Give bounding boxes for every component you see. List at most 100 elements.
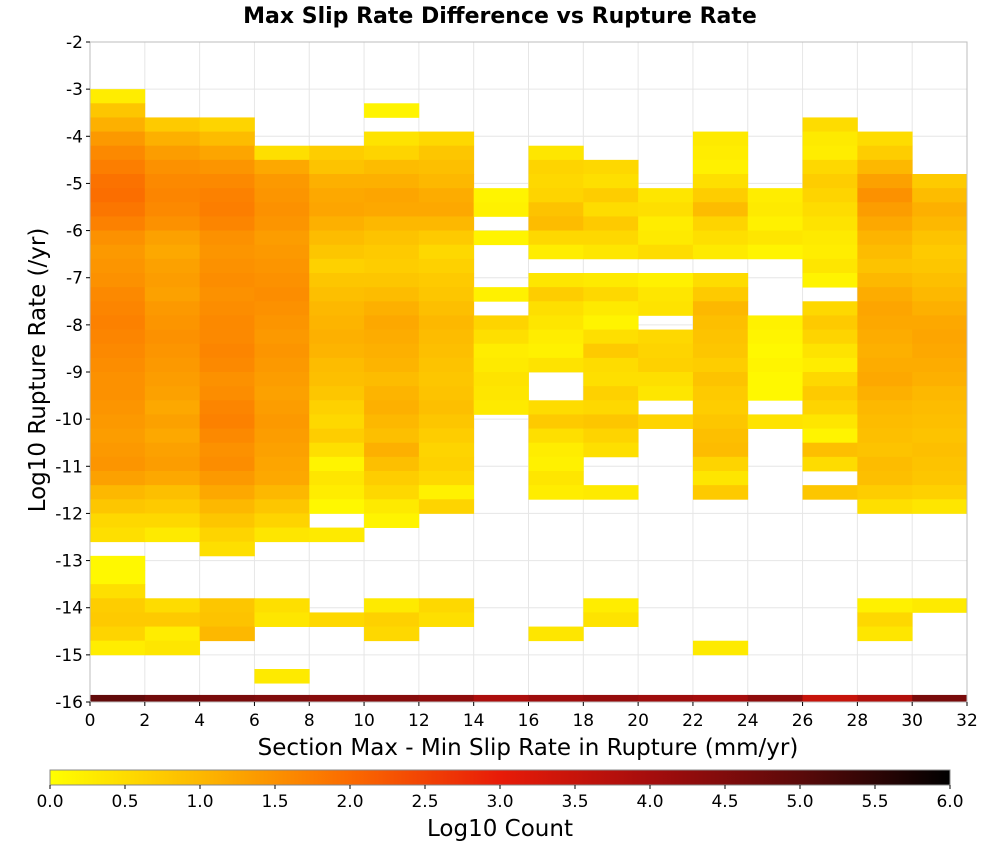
heatmap-cell [364,414,420,429]
heatmap-cell [309,202,365,217]
heatmap-cell [90,230,146,246]
heatmap-cell [90,357,146,373]
heatmap-cell [254,471,310,486]
heatmap-cell [364,471,420,486]
heatmap-cell [90,386,146,401]
heatmap-cell [583,400,639,415]
heatmap-cell [747,315,803,330]
heatmap-cell [692,244,749,260]
heatmap-cell [309,485,365,500]
heatmap-cell [528,428,584,444]
heatmap-cell [692,216,749,231]
heatmap-cell [912,301,968,316]
heatmap-cell [857,612,913,627]
heatmap-cell [364,357,420,373]
heatmap-cell [309,273,365,288]
heatmap-cell [144,357,201,373]
heatmap-cell [473,287,529,302]
heatmap-cell [802,258,858,274]
heatmap-cell [144,145,201,161]
heatmap-cell [199,329,255,345]
heatmap-cell [90,400,146,415]
heatmap-cell [144,612,201,627]
heatmap-cell [254,343,310,359]
x-tick-label: 6 [249,711,260,731]
heatmap-cell [144,329,201,345]
heatmap-cell [857,598,913,613]
heatmap-cell [199,273,255,288]
heatmap-cell [857,357,913,373]
heatmap-cell [857,471,913,486]
heatmap-cell [692,414,749,429]
heatmap-cell [199,372,255,387]
colorbar-tick-label: 1.0 [186,792,213,812]
colorbar-tick-label: 2.5 [411,792,438,812]
heatmap-cell [144,230,201,246]
heatmap-cell [144,456,201,472]
heatmap-cell [857,244,913,260]
heatmap-cell [199,258,255,274]
heatmap-cell [364,230,420,246]
heatmap-cell [912,598,968,613]
heatmap-cell [364,513,420,528]
heatmap-cell [90,159,146,175]
heatmap-cell [912,287,968,302]
heatmap-cell [364,499,420,514]
heatmap-cell [309,315,365,330]
heatmap-cell [747,202,803,217]
heatmap-cell [364,400,420,415]
heatmap-cell [90,258,146,274]
heatmap-cell [583,357,639,373]
heatmap-cell [528,485,584,500]
heatmap-cell [418,471,475,486]
heatmap-cell [638,188,694,203]
heatmap-cell [254,386,310,401]
heatmap-cell [802,230,858,246]
heatmap-cell [747,386,803,401]
heatmap-cell [364,258,420,274]
heatmap-cell [254,188,310,203]
heatmap-cell [90,527,146,543]
heatmap-cell [364,159,420,175]
heatmap-cell [144,485,201,500]
heatmap-cell [692,131,749,147]
x-tick-label: 8 [304,711,315,731]
heatmap-cell [144,216,201,231]
heatmap-cell [857,499,913,514]
heatmap-cell [144,499,201,514]
heatmap-cell [364,287,420,302]
heatmap-cell [418,343,475,359]
heatmap-cell [692,174,749,189]
heatmap-cell [90,131,146,147]
heatmap-cell [309,145,365,161]
y-tick-label: -11 [55,457,83,477]
heatmap-cell [144,513,201,528]
heatmap-cell [802,343,858,359]
heatmap-cell [802,216,858,231]
heatmap-cell [144,343,201,359]
heatmap-cell [144,188,201,203]
heatmap-cell [692,400,749,415]
colorbar-tick-label: 0.0 [36,792,63,812]
colorbar-tick-label: 3.5 [561,792,588,812]
heatmap-cell [802,400,858,415]
y-tick-label: -5 [66,174,83,194]
heatmap-cell [254,273,310,288]
heatmap-cell [309,471,365,486]
heatmap-cell [418,230,475,246]
heatmap-cell [912,174,968,189]
colorbar [49,769,951,786]
heatmap-cell [90,315,146,330]
heatmap-cell [90,188,146,203]
heatmap-cell [528,400,584,415]
heatmap-cell [638,357,694,373]
heatmap-cell [528,230,584,246]
heatmap-cell [583,174,639,189]
heatmap-cell [912,244,968,260]
heatmap-cell [692,372,749,387]
heatmap-cell [528,287,584,302]
heatmap-cell [528,357,584,373]
heatmap-cell [528,159,584,175]
heatmap-cell [90,145,146,161]
